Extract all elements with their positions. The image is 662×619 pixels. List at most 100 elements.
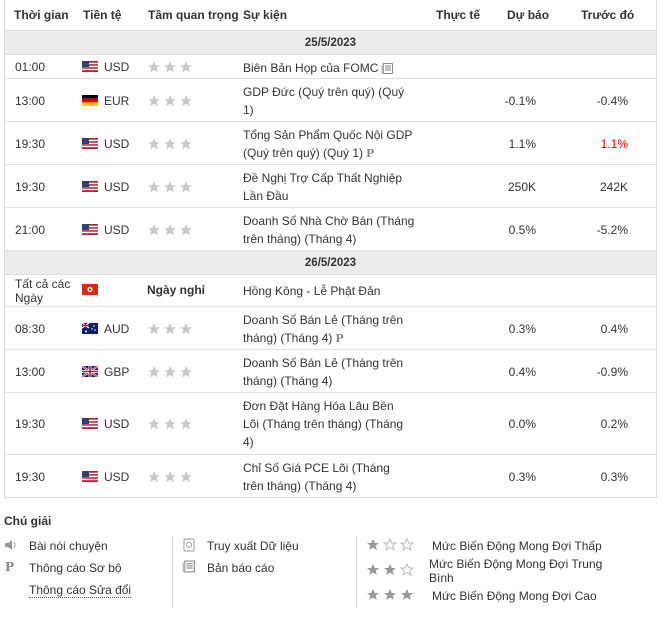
star-icon	[148, 95, 160, 107]
us-flag-icon	[82, 138, 98, 149]
event-time: 19:30	[15, 137, 46, 151]
table-row[interactable]: Tất cả các Ngày Ngày nghỉ Hồng Kông - Lễ…	[5, 275, 656, 307]
event-name[interactable]: Doanh Số Bán Lẻ (Tháng trên tháng) (Thán…	[243, 311, 418, 348]
date-row: 25/5/2023	[5, 31, 656, 55]
currency-code: USD	[104, 137, 130, 151]
event-name[interactable]: Doanh Số Bán Lẻ (Tháng trên tháng) (Thán…	[243, 356, 404, 388]
legend-title: Chú giải	[4, 514, 52, 528]
star-icon	[180, 138, 192, 150]
importance-stars	[147, 60, 193, 74]
forecast-value: 250K	[507, 180, 536, 194]
us-flag-icon	[82, 224, 98, 235]
star-icon	[164, 181, 176, 193]
importance-stars	[147, 137, 193, 151]
event-name[interactable]: GDP Đức (Quý trên quý) (Quý 1)	[243, 85, 405, 117]
star-icon	[148, 138, 160, 150]
col-forecast: Dự báo	[507, 8, 550, 22]
event-name[interactable]: Doanh Số Nhà Chờ Bán (Tháng trên tháng) …	[243, 214, 415, 246]
hong-kong-flag-icon	[82, 284, 98, 295]
legend-low-label: Mức Biến Động Mong Đợi Thấp	[432, 539, 602, 553]
col-previous: Trước đó	[581, 8, 635, 22]
importance-stars	[147, 322, 193, 336]
event-time: 19:30	[15, 417, 46, 431]
legend-retrieve-label: Truy xuất Dữ liệu	[207, 539, 299, 553]
importance-stars	[147, 365, 193, 379]
holiday-label: Ngày nghỉ	[147, 283, 206, 297]
currency-code: USD	[104, 180, 130, 194]
table-row[interactable]: 21:00 USD Doanh Số Nhà Chờ Bán (Tháng tr…	[5, 208, 656, 251]
star-icon	[180, 366, 192, 378]
star-icon	[164, 366, 176, 378]
legend: Chú giải Bài nói chuyện P Thông cáo Sơ b…	[0, 508, 662, 619]
divider	[172, 536, 173, 608]
star-icon	[148, 323, 160, 335]
col-time: Thời gian	[14, 8, 69, 22]
event-time: Tất cả các Ngày	[15, 277, 71, 305]
report-icon	[182, 560, 195, 573]
previous-value: 0.3%	[600, 470, 628, 484]
event-time: 13:00	[15, 94, 46, 108]
forecast-value: 0.3%	[508, 470, 536, 484]
previous-value: -0.9%	[596, 365, 628, 379]
event-time: 19:30	[15, 180, 46, 194]
previous-value: -0.4%	[596, 94, 628, 108]
forecast-value: 0.3%	[508, 322, 536, 336]
star-icon	[148, 471, 160, 483]
event-name[interactable]: Đơn Đặt Hàng Hóa Lâu Bền Lõi (Tháng trên…	[243, 399, 404, 449]
event-name[interactable]: Đề Nghị Trợ Cấp Thất Nghiệp Lần Đầu	[243, 171, 403, 203]
previous-value: -5.2%	[596, 223, 628, 237]
event-name[interactable]: Biên Bản Họp của FOMC	[243, 59, 463, 77]
table-row[interactable]: 19:30 USD Chỉ Số Giá PCE Lõi (Tháng trên…	[5, 455, 656, 497]
legend-report-label: Bản báo cáo	[207, 561, 275, 575]
star-icon	[148, 224, 160, 236]
one-star-icon	[367, 538, 415, 552]
importance-stars	[147, 94, 193, 108]
us-flag-icon	[82, 61, 98, 72]
speaker-icon	[5, 540, 16, 550]
star-icon	[180, 95, 192, 107]
table-row[interactable]: 19:30 USD Đề Nghị Trợ Cấp Thất Nghiệp Lầ…	[5, 165, 656, 208]
event-name[interactable]: Hồng Kông - Lễ Phật Đản	[243, 284, 381, 298]
table-row[interactable]: 13:00 GBP Doanh Số Bán Lẻ (Tháng trên th…	[5, 350, 656, 393]
table-row[interactable]: 01:00 USD Biên Bản Họp của FOMC	[5, 55, 656, 79]
forecast-value: 0.5%	[508, 223, 536, 237]
legend-preliminary-label: Thông cáo Sơ bộ	[29, 561, 122, 575]
star-icon	[148, 366, 160, 378]
forecast-value: 1.1%	[508, 137, 536, 151]
economic-calendar: Thời gian Tiền tệ Tầm quan trọng Sự kiện…	[4, 0, 657, 498]
event-time: 08:30	[15, 322, 46, 336]
currency-code: USD	[104, 417, 130, 431]
event-title[interactable]: Tổng Sản Phẩm Quốc Nội GDP (Quý trên quý…	[243, 128, 413, 160]
importance-stars	[147, 223, 193, 237]
preliminary-icon: P	[5, 560, 15, 574]
col-actual: Thực tế	[436, 8, 481, 22]
star-icon	[164, 418, 176, 430]
star-icon	[180, 181, 192, 193]
event-title[interactable]: Doanh Số Bán Lẻ (Tháng trên tháng) (Thán…	[243, 313, 404, 345]
star-icon	[164, 471, 176, 483]
event-time: 01:00	[15, 60, 46, 74]
event-name[interactable]: Tổng Sản Phẩm Quốc Nội GDP (Quý trên quý…	[243, 126, 428, 163]
event-time: 19:30	[15, 470, 46, 484]
us-flag-icon	[82, 471, 98, 482]
table-row[interactable]: 19:30 USD Tổng Sản Phẩm Quốc Nội GDP (Qu…	[5, 122, 656, 165]
forecast-value: 0.0%	[508, 417, 536, 431]
importance-stars	[147, 470, 193, 484]
star-icon	[164, 61, 176, 73]
star-icon	[164, 224, 176, 236]
star-icon	[180, 61, 192, 73]
table-row[interactable]: 19:30 USD Đơn Đặt Hàng Hóa Lâu Bền Lõi (…	[5, 393, 656, 455]
report-icon	[381, 62, 394, 74]
currency-code: USD	[104, 223, 130, 237]
event-name[interactable]: Chỉ Số Giá PCE Lõi (Tháng trên tháng) (T…	[243, 461, 390, 493]
table-row[interactable]: 13:00 EUR GDP Đức (Quý trên quý) (Quý 1)…	[5, 79, 656, 122]
table-row[interactable]: 08:30 AUD Doanh Số Bán Lẻ (Tháng trên th…	[5, 307, 656, 350]
event-title[interactable]: Biên Bản Họp của FOMC	[243, 61, 379, 75]
col-event: Sự kiện	[243, 8, 288, 22]
star-icon	[164, 138, 176, 150]
forecast-value: -0.1%	[504, 94, 536, 108]
star-icon	[180, 471, 192, 483]
previous-value: 242K	[599, 180, 628, 194]
star-icon	[148, 181, 160, 193]
three-star-icon	[367, 589, 413, 600]
